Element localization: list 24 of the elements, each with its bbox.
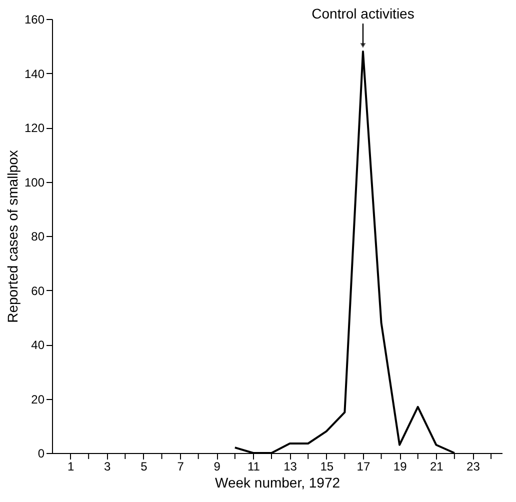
y-tick-label: 0 xyxy=(38,446,45,460)
y-tick-label: 20 xyxy=(31,392,45,406)
x-tick-label: 17 xyxy=(356,460,370,474)
x-tick-label: 11 xyxy=(247,460,260,474)
y-tick-label: 40 xyxy=(31,338,45,352)
x-tick-label: 19 xyxy=(393,460,408,474)
y-tick-label: 140 xyxy=(24,66,45,81)
x-tick-label: 1 xyxy=(67,460,74,474)
y-tick-label: 120 xyxy=(24,121,45,135)
x-tick-label: 13 xyxy=(284,460,298,474)
y-tick-label: 100 xyxy=(24,175,45,190)
x-tick-label: 7 xyxy=(177,460,184,474)
y-axis-title: Reported cases of smallpox xyxy=(4,150,20,323)
annotation: Control activities xyxy=(312,6,414,22)
x-tick-label: 15 xyxy=(320,460,334,474)
x-tick-label: 3 xyxy=(104,460,112,474)
y-tick-label: 160 xyxy=(24,12,45,26)
y-tick-label: 80 xyxy=(31,230,45,244)
x-tick-label: 23 xyxy=(466,460,480,474)
x-tick-label: 21 xyxy=(430,460,444,474)
x-tick-label: 5 xyxy=(140,460,148,474)
y-tick-label: 60 xyxy=(31,284,45,298)
x-axis-title: Week number, 1972 xyxy=(214,474,340,490)
x-tick-label: 9 xyxy=(214,460,221,474)
